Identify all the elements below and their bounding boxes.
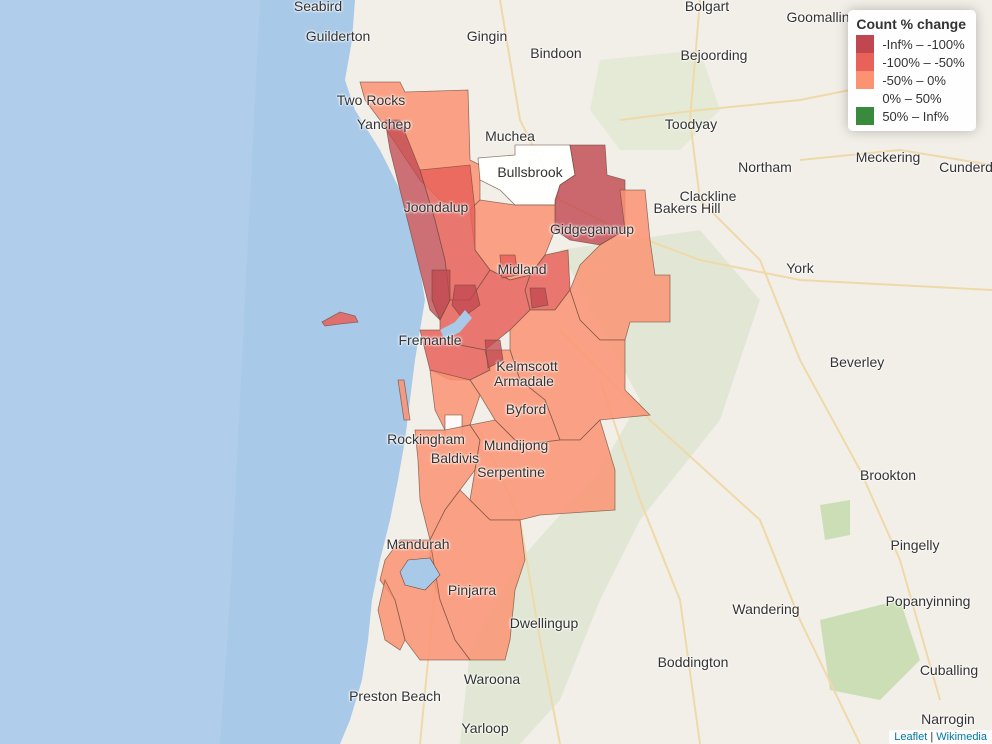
- town-label-beverley: Beverley: [829, 354, 885, 370]
- town-label-bakers-hill: Bakers Hill: [653, 200, 721, 216]
- legend-label: -Inf% – -100%: [882, 36, 965, 52]
- town-label-baldivis: Baldivis: [430, 450, 480, 466]
- ocean-shade: [0, 0, 260, 744]
- forest-patch: [820, 600, 920, 700]
- legend-label: 50% – Inf%: [882, 108, 949, 124]
- town-label-byford: Byford: [505, 401, 547, 417]
- forest-patch: [590, 50, 720, 150]
- region-cell[interactable]: [529, 287, 549, 309]
- town-label-bolgart: Bolgart: [684, 0, 730, 14]
- region-island[interactable]: [321, 311, 359, 327]
- map-legend: Count % change -Inf% – -100% -100% – -50…: [848, 10, 976, 131]
- town-label-pingelly: Pingelly: [890, 537, 940, 553]
- town-label-yanchep: Yanchep: [356, 116, 412, 132]
- town-label-toodyay: Toodyay: [664, 116, 718, 132]
- town-label-kelmscott: Kelmscott: [496, 358, 558, 374]
- legend-item: -100% – -50%: [856, 53, 966, 71]
- legend-label: -100% – -50%: [882, 54, 965, 70]
- town-label-two-rocks: Two Rocks: [336, 92, 406, 108]
- forest-patch: [820, 500, 850, 540]
- town-label-cuballing: Cuballing: [919, 662, 979, 678]
- legend-swatch: [856, 89, 875, 107]
- town-label-waroona: Waroona: [463, 671, 521, 687]
- leaflet-link[interactable]: Leaflet: [894, 731, 928, 743]
- town-label-brookton: Brookton: [859, 467, 917, 483]
- town-label-northam: Northam: [738, 159, 792, 175]
- attribution-separator: |: [927, 731, 937, 743]
- town-label-muchea: Muchea: [485, 128, 535, 144]
- town-label-bindoon: Bindoon: [530, 45, 582, 61]
- region-northeast[interactable]: [554, 144, 626, 246]
- legend-swatch: [856, 53, 875, 71]
- region-cell[interactable]: [431, 269, 451, 321]
- town-label-clackline: Clackline: [679, 188, 737, 204]
- town-label-york: York: [786, 260, 814, 276]
- region-cell[interactable]: [499, 254, 519, 279]
- legend-swatch: [856, 107, 875, 125]
- legend-item: -Inf% – -100%: [856, 35, 966, 53]
- town-label-armadale: Armadale: [494, 373, 554, 389]
- peel-inlet: [399, 557, 441, 591]
- town-label-bullsbrook: Bullsbrook: [497, 164, 563, 180]
- town-label-yarloop: Yarloop: [461, 720, 509, 736]
- legend-label: 0% – 50%: [882, 90, 942, 106]
- town-label-mundijong: Mundijong: [483, 437, 549, 453]
- region-island-small[interactable]: [397, 379, 411, 421]
- choropleth[interactable]: [321, 81, 671, 661]
- town-label-preston-beach: Preston Beach: [349, 688, 441, 704]
- town-label-fremantle: Fremantle: [398, 332, 462, 348]
- legend-swatch: [856, 71, 875, 89]
- region-mundijong[interactable]: [469, 419, 616, 521]
- town-label-boddington: Boddington: [657, 654, 729, 670]
- town-label-seabird: Seabird: [293, 0, 343, 14]
- legend-swatch: [856, 35, 875, 53]
- region-cell[interactable]: [451, 284, 481, 319]
- town-label-cunderdin: Cunderd: [939, 159, 992, 175]
- town-label-rockingham: Rockingham: [387, 431, 465, 447]
- town-label-goomalling: Goomallin: [786, 9, 850, 25]
- town-label-joondalup: Joondalup: [403, 199, 469, 215]
- legend-label: -50% – 0%: [882, 72, 946, 88]
- town-label-wandering: Wandering: [732, 601, 800, 617]
- town-label-popanyinning: Popanyinning: [885, 593, 971, 609]
- town-label-serpentine: Serpentine: [477, 464, 545, 480]
- town-label-dwellingup: Dwellingup: [509, 615, 579, 631]
- legend-item: 50% – Inf%: [856, 107, 966, 125]
- region-coast-south[interactable]: [377, 578, 406, 651]
- legend-title: Count % change: [856, 16, 966, 32]
- town-label-gidgegannup: Gidgegannup: [549, 221, 635, 237]
- town-label-gingin: Gingin: [466, 28, 508, 44]
- town-label-meckering: Meckering: [855, 149, 921, 165]
- town-label-guilderton: Guilderton: [305, 28, 371, 44]
- region-cell[interactable]: [484, 339, 504, 369]
- wikimedia-link[interactable]: Wikimedia: [936, 731, 987, 743]
- map-attribution: Leaflet | Wikimedia: [889, 730, 992, 744]
- swan-river: [440, 310, 472, 340]
- legend-item: 0% – 50%: [856, 89, 966, 107]
- town-label-narrogin: Narrogin: [921, 711, 975, 727]
- town-label-mandurah: Mandurah: [386, 536, 450, 552]
- town-label-bejoording: Bejoording: [680, 47, 748, 63]
- town-label-pinjarra: Pinjarra: [447, 582, 497, 598]
- town-label-midland: Midland: [497, 261, 547, 277]
- legend-item: -50% – 0%: [856, 71, 966, 89]
